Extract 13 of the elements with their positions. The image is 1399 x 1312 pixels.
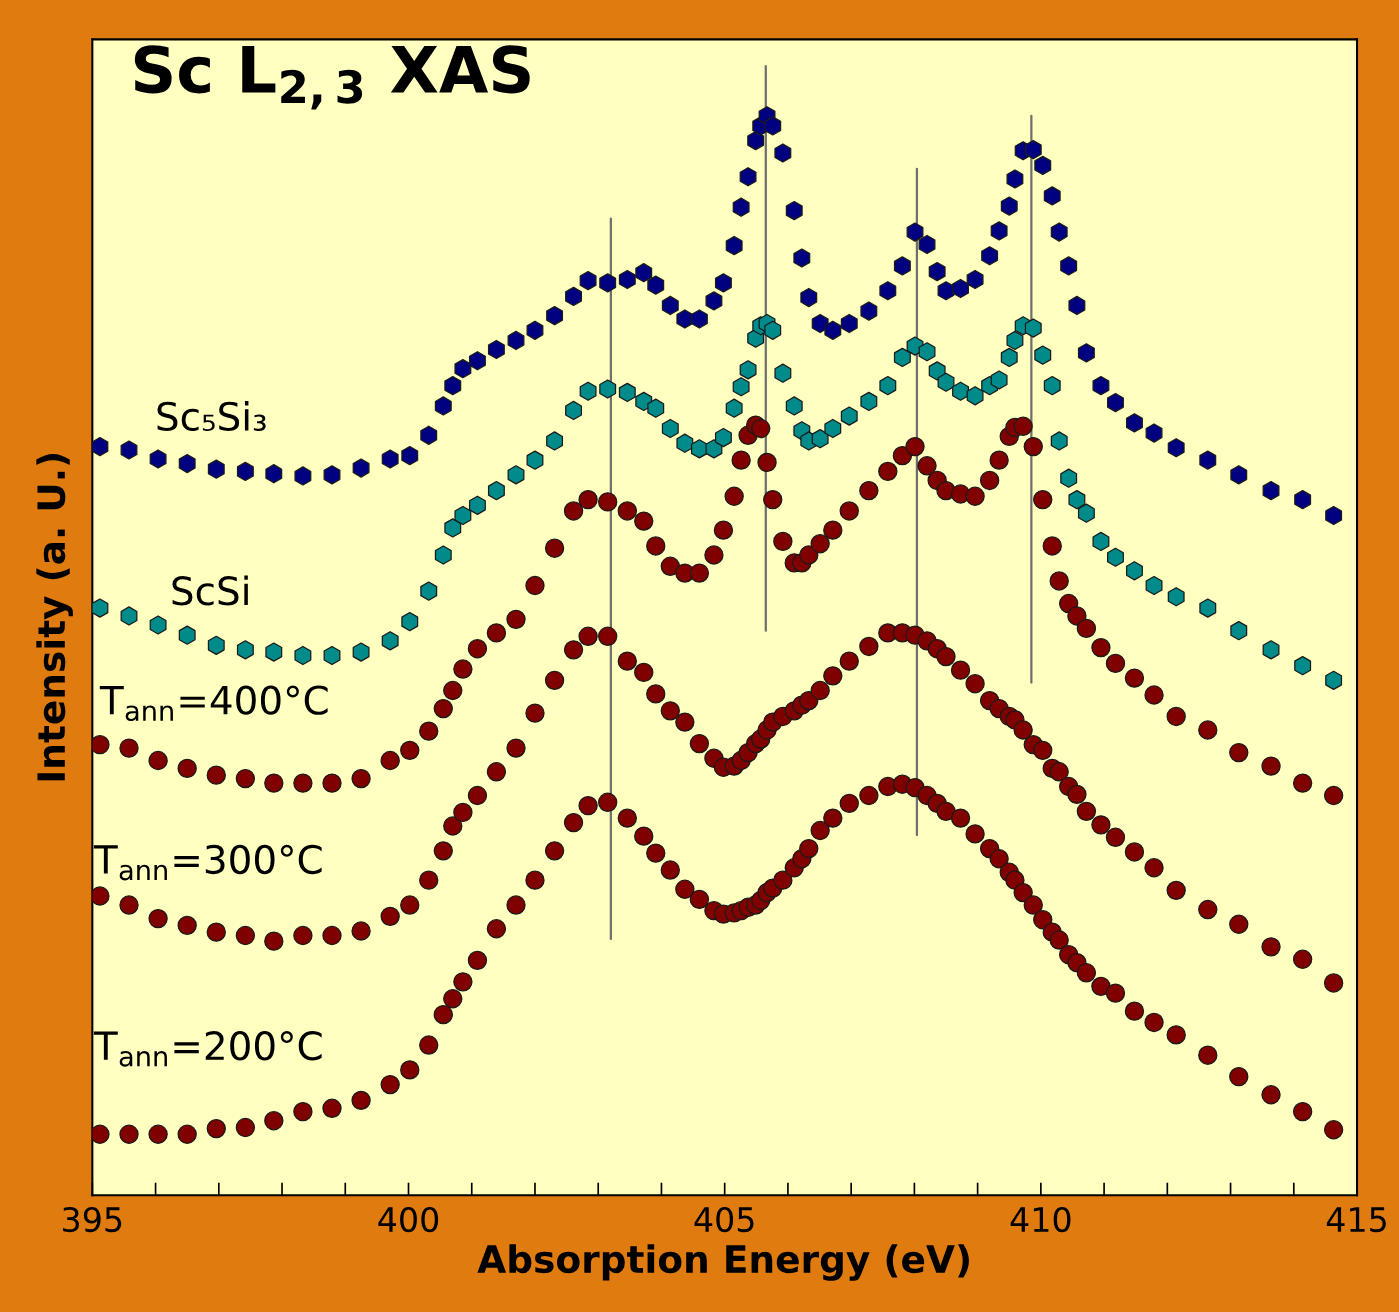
series-label: T$_{ann}$=300°C — [93, 844, 322, 881]
chart-title: Sc L$_{2,3}$ XAS — [134, 45, 530, 110]
x-tick-label: 410 — [1010, 1206, 1071, 1233]
series-label: Sc₅Si₃ — [157, 400, 266, 432]
series-label: ScSi — [172, 575, 248, 606]
y-axis-title: Intensity (a. U.) — [36, 454, 73, 781]
x-tick-label: 415 — [1326, 1207, 1386, 1233]
x-axis-title: Absorption Energy (eV) — [477, 1244, 969, 1281]
x-tick-label: 395 — [63, 1206, 122, 1233]
series-label: T$_{ann}$=400°C — [99, 685, 328, 722]
series-label: T$_{ann}$=200°C — [93, 1031, 322, 1067]
x-tick-label: 405 — [694, 1206, 754, 1233]
x-tick-label: 400 — [378, 1206, 439, 1233]
